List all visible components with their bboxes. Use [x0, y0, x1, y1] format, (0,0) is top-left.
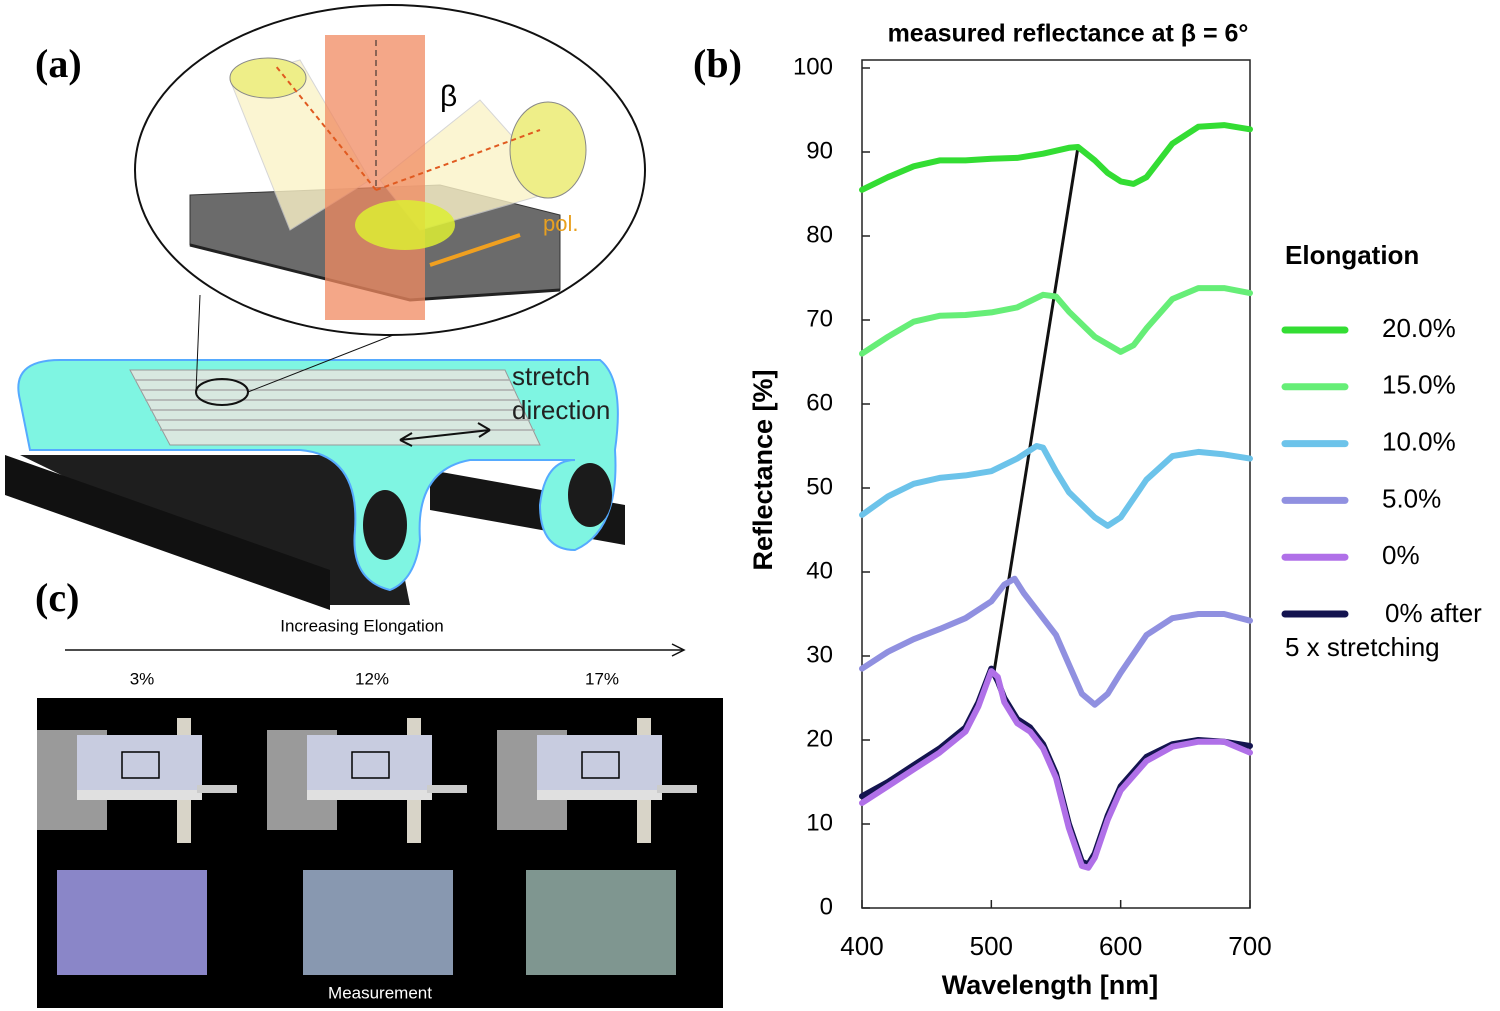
roi [121, 751, 160, 779]
step-label: 12% [355, 669, 389, 688]
y-tick-label: 40 [806, 557, 833, 584]
beam-end [229, 57, 307, 99]
legend-label: 10.0% [1382, 426, 1456, 456]
stretch-label: direction [512, 395, 610, 425]
legend-title: Elongation [1285, 240, 1419, 270]
pol-arrow [429, 233, 521, 267]
y-tick-label: 30 [806, 641, 833, 668]
y-tick-label: 20 [806, 725, 833, 752]
pol-label: pol. [543, 211, 578, 236]
grating-lines [135, 379, 535, 431]
sample-edge [77, 790, 202, 800]
y-axis-label: Reflectance [%] [748, 369, 778, 570]
arrow-text: Increasing Elongation [280, 616, 444, 635]
incidence-plane [325, 35, 425, 320]
stretch-label: stretch [512, 361, 590, 391]
plot-frame [861, 59, 1251, 909]
arrow-heads [399, 422, 491, 447]
sample [77, 735, 202, 790]
series-line [859, 122, 1253, 193]
rays [274, 64, 541, 191]
y-tick-label: 70 [806, 305, 833, 332]
panel-a-illustration [5, 4, 646, 610]
legend-label-box: 0% after 5 x stretching [1285, 598, 1482, 662]
stretch-arrow [399, 429, 491, 441]
legend-label: 5.0% [1382, 483, 1441, 513]
sample-edge [307, 790, 432, 800]
x-tick-label: 500 [970, 931, 1013, 961]
zoom-line [195, 294, 201, 393]
roller [568, 463, 612, 527]
handle [657, 785, 697, 793]
measurement-photo [57, 870, 207, 975]
y-tick-label: 60 [806, 389, 833, 416]
x-tick-label: 700 [1228, 931, 1271, 961]
measurement-photo [526, 870, 676, 975]
x-tick-label: 400 [840, 931, 883, 961]
chart-title: measured reflectance at β = 6° [888, 20, 1249, 48]
legend-label: 15.0% [1382, 370, 1456, 400]
handle [427, 785, 467, 793]
panel-label: (b) [693, 41, 742, 86]
series-line [859, 668, 1253, 871]
series-line [859, 443, 1253, 529]
x-axis-label: Wavelength [nm] [942, 970, 1159, 1000]
series-line [859, 575, 1253, 708]
step-label: 3% [130, 669, 155, 688]
roi [351, 751, 390, 779]
photos [37, 718, 697, 975]
y-tick-label: 10 [806, 809, 833, 836]
measurement-photo [303, 870, 453, 975]
roi [581, 751, 620, 779]
sample [537, 735, 662, 790]
panel-label: (a) [35, 41, 82, 86]
trend-line [992, 146, 1080, 674]
roller [363, 490, 407, 560]
beta-label: β [440, 80, 457, 113]
spot [355, 200, 455, 250]
y-tick-label: 0 [820, 893, 833, 920]
x-tick-label: 600 [1099, 931, 1142, 961]
base-left-face [5, 455, 330, 610]
caption: Measurement [328, 983, 432, 1002]
y-tick-label: 100 [793, 53, 833, 80]
legend-label: 0% [1382, 540, 1420, 570]
handle [197, 785, 237, 793]
grating [129, 369, 541, 446]
y-tick-label: 80 [806, 221, 833, 248]
sample-edge [537, 790, 662, 800]
arrow-head [671, 643, 686, 657]
y-tick-label: 50 [806, 473, 833, 500]
series-line [859, 285, 1253, 357]
step-label: 17% [585, 669, 619, 688]
legend-label: 20.0% [1382, 313, 1456, 343]
legend-label: 0% after 5 x stretching [1285, 598, 1482, 662]
panel-label: (c) [35, 575, 79, 620]
beam-end [509, 101, 587, 199]
y-tick-label: 90 [806, 137, 833, 164]
sample [307, 735, 432, 790]
